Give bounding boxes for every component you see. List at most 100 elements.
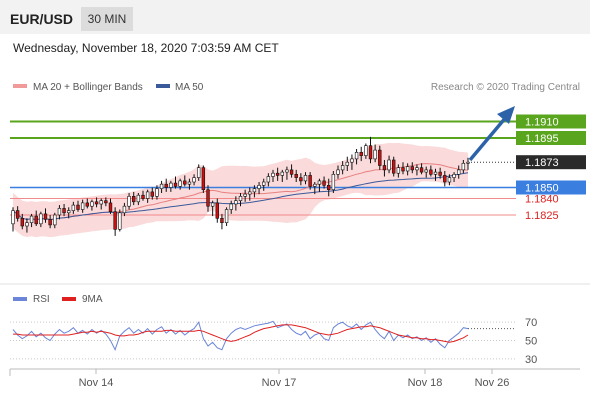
candle-body bbox=[104, 200, 108, 204]
timeframe-button[interactable]: 30 MIN bbox=[81, 7, 133, 31]
candle-body bbox=[457, 169, 461, 175]
x-tick-label: Nov 14 bbox=[79, 377, 114, 389]
ma9-legend-swatch bbox=[62, 297, 76, 301]
rsi-ma9-line bbox=[13, 324, 469, 343]
candle-body bbox=[197, 167, 201, 178]
candle-body bbox=[234, 200, 238, 205]
candle-body bbox=[336, 169, 340, 175]
rsi-panel: 70 50 30 bbox=[10, 317, 537, 366]
candle-body bbox=[243, 193, 247, 197]
forecast-arrow-head-icon bbox=[497, 106, 515, 124]
rsi-tick-label-70: 70 bbox=[525, 317, 537, 329]
candle-body bbox=[303, 175, 308, 182]
currency-pair-title: EUR/USD bbox=[10, 11, 74, 27]
candle-body bbox=[433, 171, 438, 175]
candle-body bbox=[141, 194, 145, 199]
candle-body bbox=[11, 210, 15, 225]
candle-body bbox=[118, 212, 122, 230]
candle-body bbox=[327, 185, 331, 191]
candle-body bbox=[461, 163, 466, 171]
candle-body bbox=[25, 222, 29, 227]
candle-body bbox=[187, 181, 192, 185]
candle-body bbox=[382, 165, 387, 171]
candle-body bbox=[368, 145, 373, 160]
candle-body bbox=[359, 152, 363, 156]
forecast-arrow-line bbox=[468, 114, 509, 162]
candle-body bbox=[99, 200, 103, 205]
candle-body bbox=[308, 175, 312, 187]
rsi-tick-label-50: 50 bbox=[525, 336, 537, 348]
candle-body bbox=[183, 180, 187, 185]
candle-body bbox=[466, 161, 470, 164]
ma20-legend-swatch bbox=[13, 84, 27, 88]
candle-body bbox=[392, 159, 396, 174]
candle-body bbox=[127, 196, 131, 207]
candle-body bbox=[62, 208, 66, 214]
candle-body bbox=[113, 211, 117, 230]
candle-body bbox=[155, 188, 159, 197]
ma50-legend-label: MA 50 bbox=[175, 82, 204, 93]
rsi-legend-label: RSI bbox=[33, 294, 50, 305]
candle-body bbox=[415, 167, 419, 171]
candle-body bbox=[373, 149, 377, 160]
candle-body bbox=[201, 167, 206, 190]
resistance-label-1.1895: 1.1895 bbox=[525, 133, 559, 145]
candle-body bbox=[275, 172, 280, 176]
candle-body bbox=[192, 177, 196, 183]
candle-body bbox=[229, 203, 233, 210]
candle-body bbox=[39, 213, 43, 225]
candle-body bbox=[29, 215, 34, 224]
candle-body bbox=[313, 183, 317, 187]
x-axis-ticks: Nov 14 Nov 17 Nov 18 Nov 26 bbox=[79, 369, 509, 389]
candle-body bbox=[443, 175, 447, 183]
candle-body bbox=[57, 208, 62, 216]
candle-body bbox=[132, 196, 136, 203]
candle-body bbox=[429, 169, 433, 175]
candle-body bbox=[159, 183, 164, 189]
candle-body bbox=[387, 159, 391, 171]
ma50-legend-swatch bbox=[156, 84, 170, 88]
candle-body bbox=[317, 180, 322, 185]
candle-body bbox=[122, 205, 127, 214]
candle-body bbox=[224, 209, 229, 223]
candle-body bbox=[354, 152, 359, 160]
candle-body bbox=[452, 174, 456, 178]
support-label-1.1840: 1.1840 bbox=[525, 194, 559, 206]
rsi-legend-swatch bbox=[13, 297, 27, 301]
candle-body bbox=[322, 180, 326, 186]
candle-body bbox=[410, 166, 414, 171]
candle-body bbox=[289, 169, 294, 175]
candle-body bbox=[67, 210, 71, 214]
candle-body bbox=[252, 188, 257, 193]
candle-body bbox=[108, 202, 113, 212]
candle-body bbox=[285, 169, 289, 173]
candle-body bbox=[350, 158, 354, 163]
candle-body bbox=[15, 210, 20, 219]
candle-body bbox=[43, 213, 48, 220]
candle-body bbox=[238, 196, 243, 202]
candle-body bbox=[396, 167, 401, 174]
resistance-label-box-1.1910 bbox=[516, 114, 586, 129]
candle-body bbox=[248, 191, 252, 195]
copyright-label: Research © 2020 Trading Central bbox=[431, 82, 580, 93]
candle-body bbox=[76, 204, 80, 210]
last-price-label: 1.1873 bbox=[525, 157, 559, 169]
rsi-line bbox=[12, 320, 469, 351]
candle-body bbox=[220, 218, 224, 224]
candlesticks-layer bbox=[11, 136, 470, 236]
candle-body bbox=[53, 214, 57, 226]
candle-body bbox=[401, 167, 405, 172]
candle-body bbox=[438, 171, 442, 176]
timestamp-subtitle: Wednesday, November 18, 2020 7:03:59 AM … bbox=[13, 41, 279, 55]
resistance-label-box-1.1895 bbox=[516, 131, 586, 145]
candle-body bbox=[85, 202, 89, 207]
pivot-label-1.1850: 1.1850 bbox=[525, 183, 559, 195]
candle-body bbox=[266, 176, 271, 183]
candle-body bbox=[20, 218, 24, 227]
support-label-1.1825: 1.1825 bbox=[525, 210, 559, 222]
candle-body bbox=[257, 185, 261, 189]
key-levels-layer bbox=[10, 120, 516, 216]
ma20-legend-label: MA 20 + Bollinger Bands bbox=[33, 82, 143, 93]
